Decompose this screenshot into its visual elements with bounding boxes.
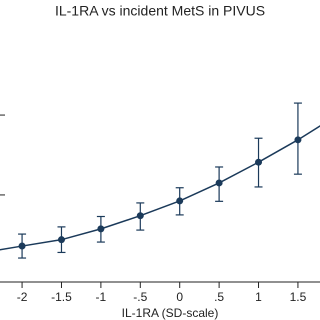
point — [57, 236, 65, 244]
x-tick-label: -.5 — [133, 290, 147, 304]
chart-title: IL-1RA vs incident MetS in PIVUS — [55, 3, 265, 19]
x-tick-label: 1.5 — [290, 290, 307, 304]
x-tick-label: -1.5 — [51, 290, 72, 304]
point — [97, 225, 105, 233]
fit-line — [0, 125, 320, 251]
x-tick-label: -2 — [17, 290, 28, 304]
plot-area — [0, 102, 320, 259]
x-tick-label: -1 — [96, 290, 107, 304]
point — [255, 158, 263, 166]
x-tick-label: 1 — [255, 290, 262, 304]
point — [18, 242, 26, 250]
x-tick-label: 0 — [176, 290, 183, 304]
point — [176, 197, 184, 205]
point — [136, 212, 144, 220]
point — [215, 179, 223, 187]
x-tick-label: .5 — [214, 290, 224, 304]
point — [294, 136, 302, 144]
x-axis-label: IL-1RA (SD-scale) — [122, 306, 219, 320]
